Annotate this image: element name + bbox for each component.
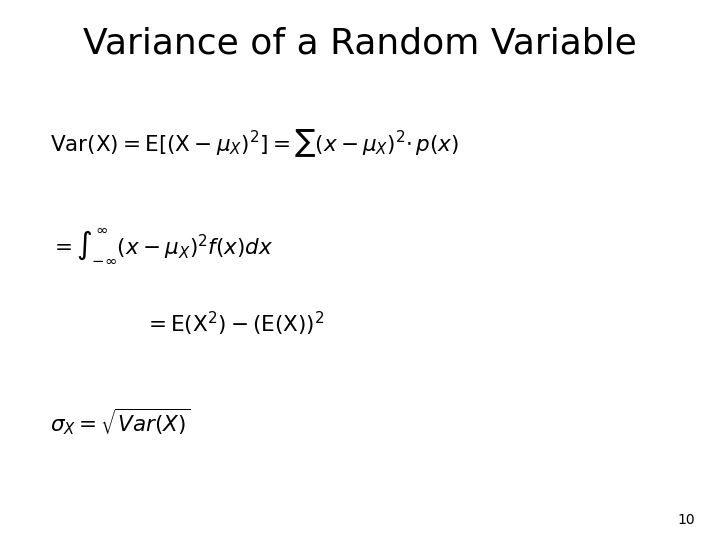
Text: $\mathrm{Var(X)} = \mathrm{E[(X}-\mu_X)^2] = \sum (x-\mu_X)^2{\cdot}\, p(x)$: $\mathrm{Var(X)} = \mathrm{E[(X}-\mu_X)^… — [50, 127, 459, 159]
Text: $= \mathrm{E(X^2)} - \mathrm{(E(X))^2}$: $= \mathrm{E(X^2)} - \mathrm{(E(X))^2}$ — [144, 310, 325, 338]
Text: Variance of a Random Variable: Variance of a Random Variable — [83, 27, 637, 61]
Text: $= \int_{-\infty}^{\infty} (x-\mu_X)^2 f(x)dx$: $= \int_{-\infty}^{\infty} (x-\mu_X)^2 f… — [50, 226, 274, 265]
Text: $\sigma_X = \sqrt{Var(X)}$: $\sigma_X = \sqrt{Var(X)}$ — [50, 406, 191, 437]
Text: 10: 10 — [678, 512, 695, 526]
